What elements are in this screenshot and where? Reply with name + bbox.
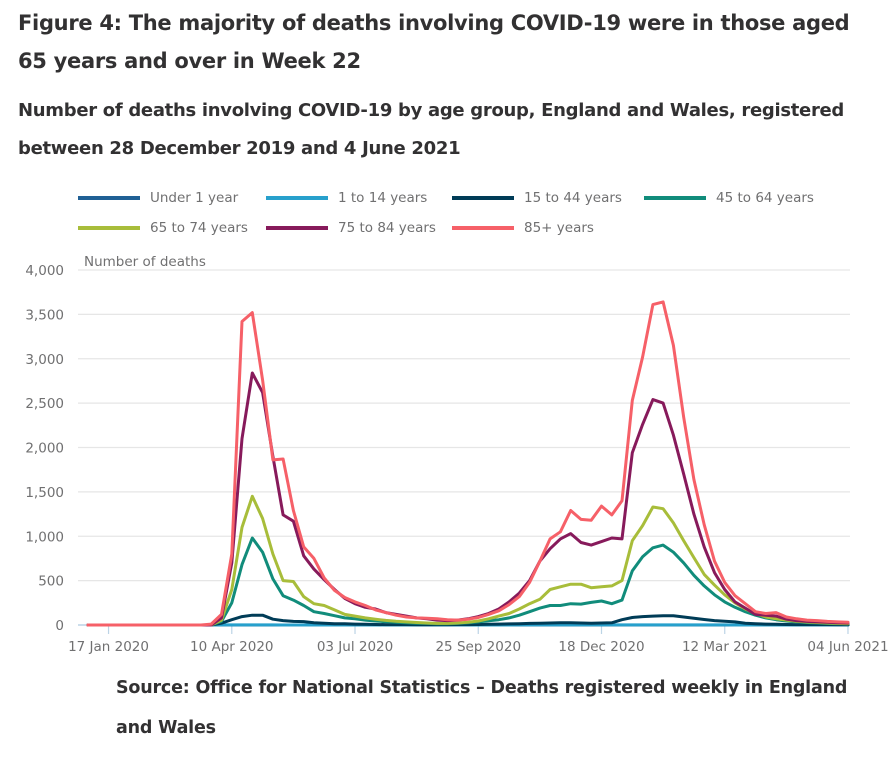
legend-item-under-1-year[interactable]: Under 1 year: [78, 190, 238, 206]
series-line-45-to-64-years: [86, 536, 850, 627]
legend-label: 45 to 64 years: [716, 190, 814, 206]
y-tick-label: 4,000: [25, 263, 64, 279]
x-tick-label: 12 Mar 2021: [682, 639, 768, 655]
series-lines: [86, 300, 850, 627]
legend-swatch: [78, 196, 140, 200]
chart-subtitle: Number of deaths involving COVID-19 by a…: [18, 100, 845, 159]
legend-label: 65 to 74 years: [150, 220, 248, 236]
y-tick-label: 0: [55, 618, 64, 634]
y-axis-ticks: 0 500 1,000 1,500 2,000 2,500 3,000 3,500 4,000: [25, 263, 64, 634]
legend-label: Under 1 year: [150, 190, 239, 206]
legend-swatch: [266, 196, 328, 200]
y-tick-label: 2,500: [25, 396, 64, 412]
figure-title: Figure 4: The majority of deaths involvi…: [18, 11, 850, 73]
x-tick-label: 17 Jan 2020: [68, 639, 149, 655]
legend-label: 15 to 44 years: [524, 190, 622, 206]
series-line-85plus-years: [86, 300, 850, 627]
legend-item-75-to-84-years[interactable]: 75 to 84 years: [266, 220, 436, 236]
legend-swatch: [266, 226, 328, 230]
source-note: Source: Office for National Statistics –…: [116, 678, 848, 738]
legend-item-1-to-14-years[interactable]: 1 to 14 years: [266, 190, 427, 206]
line-chart: 05001,0001,5002,0002,5003,0003,5004,000 …: [25, 254, 889, 655]
x-axis: 17 Jan 2020 10 Apr 2020 03 Jul 2020 25 Sep …: [68, 624, 889, 655]
legend-swatch: [452, 196, 514, 200]
legend-label: 75 to 84 years: [338, 220, 436, 236]
series-line-75-to-84-years: [86, 371, 850, 627]
y-tick-label: 3,500: [25, 307, 64, 323]
x-tick-label: 03 Jul 2020: [317, 639, 393, 655]
y-tick-label: 2,000: [25, 441, 64, 457]
legend-label: 1 to 14 years: [338, 190, 428, 206]
legend-swatch: [452, 226, 514, 230]
x-tick-label: 18 Dec 2020: [558, 639, 644, 655]
y-tick-label: 500: [38, 574, 64, 590]
legend-item-65-to-74-years[interactable]: 65 to 74 years: [78, 220, 248, 236]
y-tick-label: 1,500: [25, 485, 64, 501]
legend-label: 85+ years: [524, 220, 594, 236]
y-axis-label: Number of deaths: [84, 254, 206, 270]
x-tick-label: 25 Sep 2020: [435, 639, 521, 655]
y-tick-label: 3,000: [25, 352, 64, 368]
x-tick-label: 04 Jun 2021: [807, 639, 888, 655]
legend-item-45-to-64-years[interactable]: 45 to 64 years: [644, 190, 814, 206]
gridlines: [78, 269, 850, 582]
legend-swatch: [78, 226, 140, 230]
y-tick-label: 1,000: [25, 529, 64, 545]
x-tick-label: 10 Apr 2020: [190, 639, 273, 655]
legend-swatch: [644, 196, 706, 200]
legend-item-15-to-44-years[interactable]: 15 to 44 years: [452, 190, 622, 206]
legend-item-85plus-years[interactable]: 85+ years: [452, 220, 594, 236]
